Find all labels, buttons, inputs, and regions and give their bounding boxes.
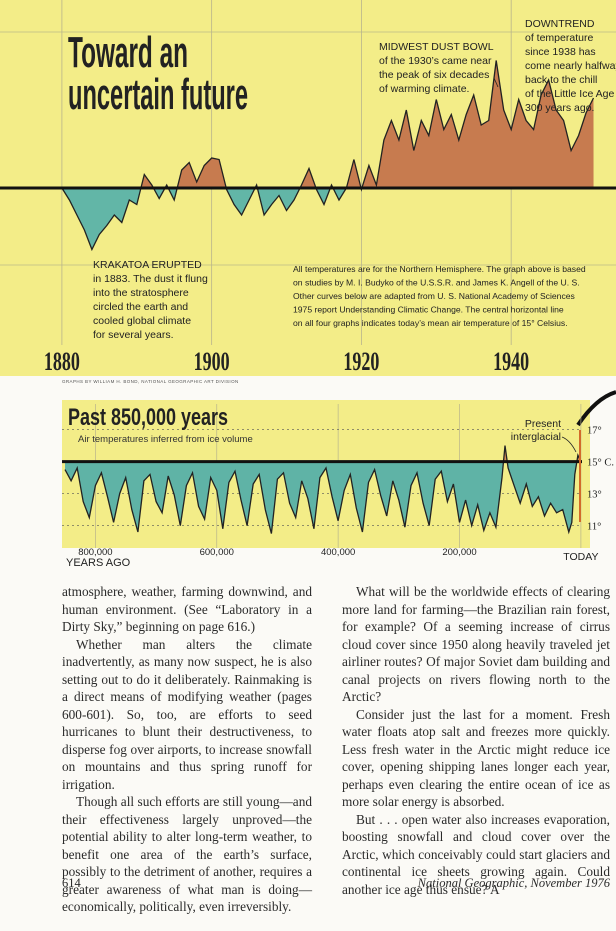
right-column: What will be the worldwide effects of cl… xyxy=(342,583,610,898)
y-tick-label: 17° xyxy=(587,426,602,437)
annotation-text: for several years. xyxy=(93,329,174,341)
source: National Geographic, November 1976 xyxy=(417,876,610,890)
curve xyxy=(61,60,595,252)
annotation-text: circled the earth and xyxy=(93,301,188,313)
annotation-heading: KRAKATOA ERUPTED xyxy=(93,259,202,271)
note: Other curves below are adapted from U. S… xyxy=(293,291,575,301)
area-below xyxy=(65,461,577,534)
paragraph: Though all such efforts are still young—… xyxy=(62,794,312,914)
annotation-text: into the stratosphere xyxy=(93,287,189,299)
annotation-text: come nearly halfway xyxy=(525,60,616,72)
annotation-text: of the 1930’s came near xyxy=(379,55,492,67)
title: Toward an xyxy=(68,28,188,77)
annotation-heading: DOWNTREND xyxy=(525,18,595,30)
annotation: interglacial xyxy=(511,431,561,443)
paragraph: But . . . open water also increases evap… xyxy=(342,811,610,897)
pointer xyxy=(561,436,577,453)
pointer xyxy=(493,77,499,88)
title: Past 850,000 years xyxy=(68,404,228,431)
x-tick-label: 1940 xyxy=(493,347,529,376)
x-tick-label: 400,000 xyxy=(321,547,355,558)
paragraph: atmosphere, weather, farming downwind, a… xyxy=(62,584,312,634)
paragraph: Consider just the last for a moment. Fre… xyxy=(342,706,610,810)
annotation-heading: MIDWEST DUST BOWL xyxy=(379,41,494,53)
annotation-text: back to the chill xyxy=(525,74,597,86)
annotation-text: 300 years ago. xyxy=(525,102,594,114)
area-above xyxy=(61,60,594,188)
annotation-text: since 1938 has xyxy=(525,46,596,58)
note: on studies by M. I. Budyko of the U.S.S.… xyxy=(293,278,580,288)
curve xyxy=(64,445,582,535)
annotation-text: of the Little Ice Age xyxy=(525,88,614,100)
area-below xyxy=(61,188,594,250)
x-tick-label: 1920 xyxy=(343,347,379,376)
annotation-text: in 1883. The dust it flung xyxy=(93,273,208,285)
x-tick-label: 600,000 xyxy=(200,547,234,558)
x-tick-label: 800,000 xyxy=(78,547,112,558)
annotation-text: of temperature xyxy=(525,32,593,44)
annotation-text: cooled global climate xyxy=(93,315,191,327)
paragraph: What will be the worldwide effects of cl… xyxy=(342,584,610,704)
y-tick-label: 15° C. xyxy=(587,458,614,469)
note: All temperatures are for the Northern He… xyxy=(293,264,586,274)
paragraph: Whether man alters the climate inadverte… xyxy=(62,636,312,792)
x-axis-label: YEARS AGO xyxy=(66,557,131,569)
annotation: Present xyxy=(525,418,561,430)
x-tick-label: 200,000 xyxy=(442,547,476,558)
x-tick-label: 1900 xyxy=(194,347,230,376)
annotation-text: the peak of six decades xyxy=(379,69,489,81)
note: on all four graphs indicates today’s mea… xyxy=(293,318,568,328)
annotation-text: of warming climate. xyxy=(379,83,469,95)
x-tick-label: TODAY xyxy=(563,551,598,563)
x-tick-label: 1880 xyxy=(44,347,80,376)
page-number: 614 xyxy=(62,876,81,890)
note: 1975 report Understanding Climatic Chang… xyxy=(293,305,564,315)
y-tick-label: 13° xyxy=(587,490,602,501)
title: uncertain future xyxy=(68,70,248,119)
credit: GRAPHS BY WILLIAM H. BOND, NATIONAL GEOG… xyxy=(62,379,239,384)
y-tick-label: 11° xyxy=(587,522,601,533)
subtitle: Air temperatures inferred from ice volum… xyxy=(78,434,253,445)
left-column: atmosphere, weather, farming downwind, a… xyxy=(62,583,312,916)
